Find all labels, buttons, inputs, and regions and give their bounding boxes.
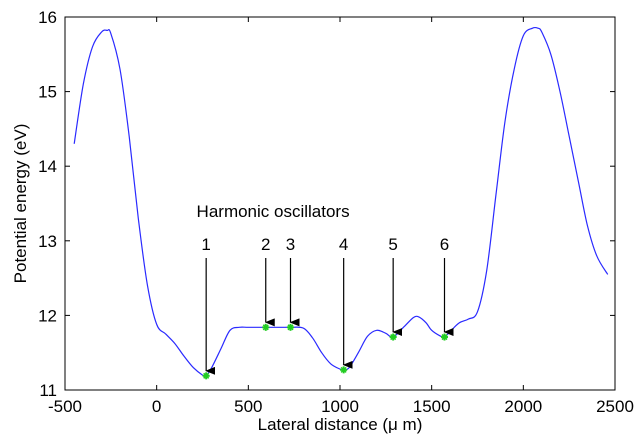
y-tick-label: 14: [38, 157, 57, 176]
marker-label-5: 5: [388, 235, 397, 254]
x-tick-label: 2500: [596, 397, 634, 416]
y-tick-label: 11: [39, 381, 57, 400]
annotation-title: Harmonic oscillators: [197, 202, 350, 221]
marker-label-3: 3: [286, 235, 295, 254]
x-tick-label: 0: [152, 397, 161, 416]
axis-ticks: [64, 16, 616, 391]
marker-label-4: 4: [339, 235, 348, 254]
x-tick-label: -500: [48, 397, 82, 416]
x-tick-label: 1000: [321, 397, 359, 416]
y-tick-label: 13: [38, 232, 57, 251]
x-tick-label: 2000: [504, 397, 542, 416]
marker-label-2: 2: [261, 235, 270, 254]
oscillator-point-4: [340, 366, 348, 374]
marker-label-1: 1: [201, 235, 210, 254]
x-axis-label: Lateral distance (μ m): [258, 415, 423, 434]
x-tick-label: 500: [234, 397, 262, 416]
oscillator-point-6: [441, 333, 448, 341]
x-tick-label: 1500: [413, 397, 451, 416]
y-tick-label: 16: [38, 8, 57, 27]
y-axis-label: Potential energy (eV): [11, 124, 30, 284]
marker-label-6: 6: [440, 235, 449, 254]
oscillator-point-3: [287, 323, 294, 331]
oscillator-point-1: [202, 372, 210, 380]
oscillator-point-2: [262, 323, 270, 331]
oscillator-point-5: [389, 333, 397, 341]
y-tick-label: 12: [38, 306, 57, 325]
y-tick-label: 15: [38, 83, 57, 102]
